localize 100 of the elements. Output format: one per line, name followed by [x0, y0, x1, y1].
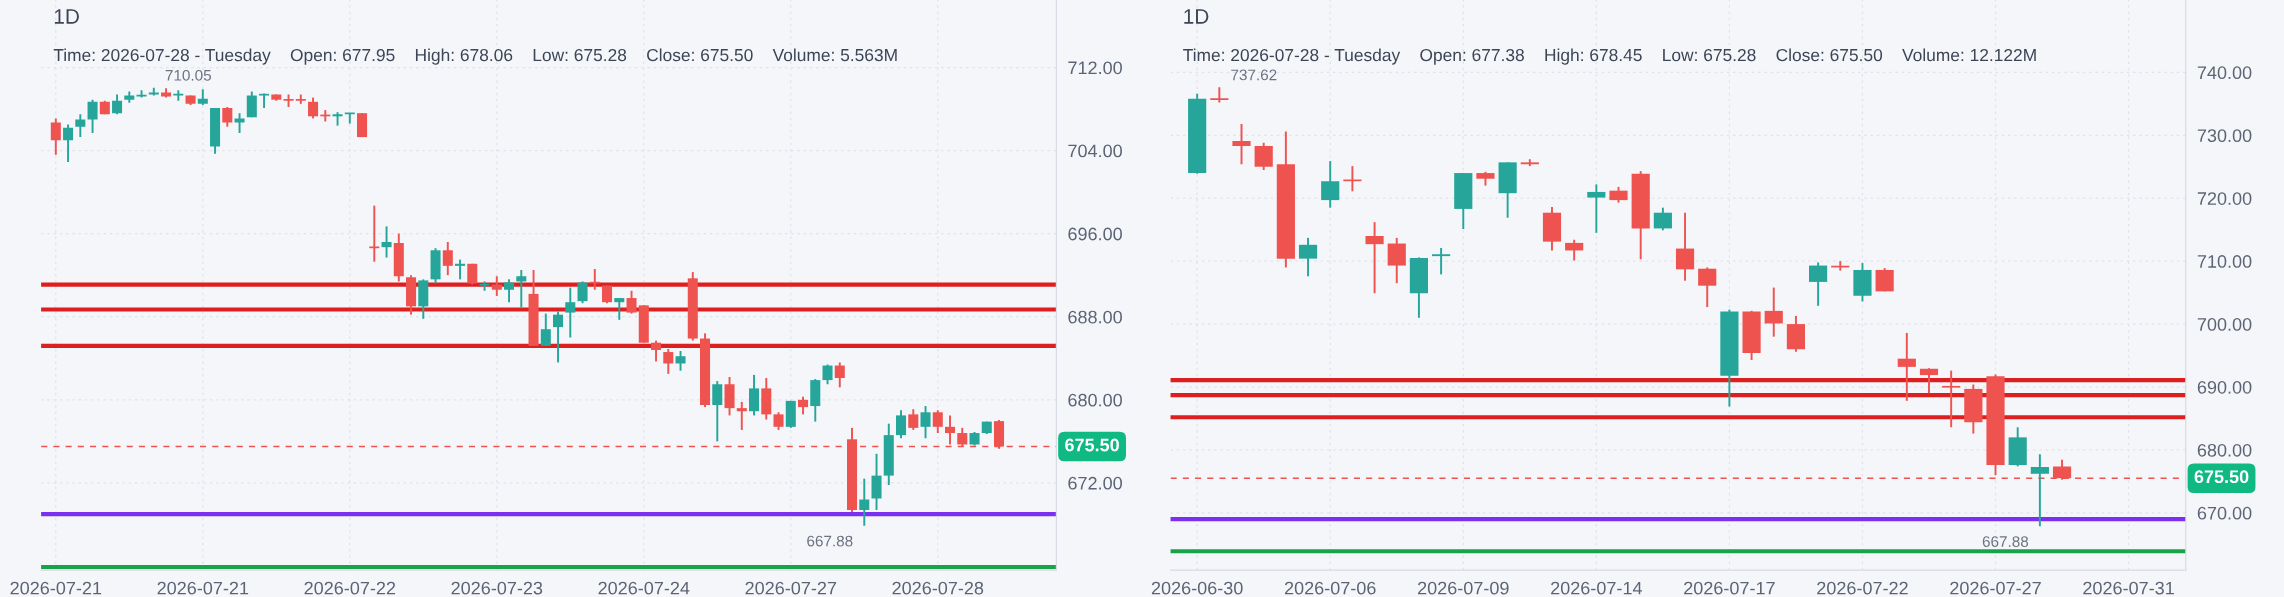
y-tick-label: 710.00 — [2197, 255, 2252, 268]
x-tick-label: 2026-07-09 — [1418, 581, 1509, 595]
x-tick-label: 2026-07-21 — [10, 581, 102, 595]
y-tick-label: 700.00 — [2197, 318, 2252, 331]
candlestick — [749, 373, 760, 417]
x-tick-label: 2026-07-22 — [1817, 581, 1908, 595]
candlestick — [1698, 266, 1717, 309]
annotation: 667.88 — [1982, 536, 2029, 547]
y-tick-label: 690.00 — [2197, 380, 2252, 394]
candlestick — [1387, 236, 1406, 285]
candlestick — [577, 280, 588, 305]
candlestick — [442, 241, 453, 277]
y-tick-label: 680.00 — [1068, 393, 1122, 407]
candlestick — [1210, 86, 1229, 104]
candlestick — [1565, 238, 1584, 262]
text: Time: 2026-07-28 - Tuesday Open: 677.38 High: 678.45 Low: 675.28 Close: 675.50 Volume: 12.122M — [1183, 48, 2036, 65]
candlestick — [222, 106, 233, 128]
candlestick — [75, 113, 86, 139]
candlestick — [932, 409, 943, 435]
candlestick — [663, 347, 674, 375]
candlestick — [908, 408, 919, 431]
candlestick — [1298, 236, 1318, 278]
candlestick — [712, 380, 723, 443]
x-tick-label: 2026-07-17 — [1684, 581, 1775, 595]
y-tick-label: 696.00 — [1068, 227, 1122, 241]
candlestick — [822, 363, 833, 386]
y-tick-label: 720.00 — [2197, 192, 2252, 205]
annotation: 737.62 — [1231, 69, 1277, 81]
candlestick — [516, 269, 527, 309]
candlestick — [920, 405, 931, 440]
candlestick — [259, 92, 270, 109]
candlestick — [332, 111, 343, 127]
candlestick — [234, 112, 245, 134]
candlestick — [50, 117, 61, 156]
candlestick — [381, 225, 392, 259]
candlestick — [1587, 183, 1606, 234]
x-tick-label: 2026-07-14 — [1551, 581, 1642, 595]
candlestick — [651, 339, 662, 363]
candlestick — [1942, 369, 1961, 429]
y-tick-label: 672.00 — [1068, 476, 1122, 490]
candlestick — [589, 268, 600, 291]
candlestick — [871, 452, 882, 511]
ref-line-label: 675.50 — [2194, 470, 2249, 484]
annotation: 710.05 — [165, 69, 212, 81]
chart-title: 1D — [54, 9, 79, 24]
candlestick — [1897, 331, 1916, 402]
candlestick — [724, 376, 735, 417]
candlestick — [834, 361, 845, 389]
x-tick-label: 2026-07-23 — [451, 581, 543, 595]
y-tick-label: 712.00 — [1068, 61, 1122, 75]
x-tick-label: 2026-07-06 — [1284, 581, 1376, 595]
candlestick — [1432, 246, 1451, 276]
candlestick — [112, 93, 123, 116]
candlestick — [1675, 211, 1695, 282]
candlestick — [1809, 261, 1828, 307]
candlestick — [565, 286, 576, 339]
candlestick — [1254, 141, 1273, 171]
x-tick-label: 2026-07-22 — [304, 581, 396, 595]
candlestick — [540, 312, 551, 347]
x-tick-label: 2026-07-31 — [2083, 581, 2174, 595]
candlestick — [626, 289, 637, 315]
candlestick — [859, 477, 870, 527]
x-tick-label: 2026-07-28 — [892, 581, 984, 595]
chart-title: 1D — [1184, 9, 1209, 24]
candlestick — [308, 96, 319, 120]
candlestick — [2030, 453, 2049, 528]
candlestick — [1764, 286, 1783, 338]
y-tick-label: 670.00 — [2197, 506, 2252, 520]
y-tick-label: 680.00 — [2197, 443, 2252, 457]
text: Time: 2026-07-28 - Tuesday Open: 677.95 High: 678.06 Low: 675.28 Close: 675.50 Volume: 5.563M — [53, 48, 897, 65]
candlestick — [504, 278, 515, 304]
candlestick — [614, 297, 625, 321]
candlestick — [896, 409, 907, 440]
candlestick — [736, 400, 747, 431]
candlestick — [1653, 206, 1672, 232]
candlestick — [173, 89, 184, 102]
candlestick — [553, 310, 564, 364]
x-tick-label: 2026-07-27 — [745, 581, 837, 595]
candlestick — [945, 414, 956, 446]
candlestick — [1919, 367, 1939, 395]
candlestick — [1232, 123, 1251, 166]
y-tick-label: 730.00 — [2197, 129, 2252, 143]
candlestick — [455, 258, 466, 281]
candlestick — [369, 204, 380, 263]
candlestick — [1321, 160, 1340, 209]
candlestick — [87, 98, 98, 134]
annotation: 667.88 — [807, 535, 853, 547]
candlestick — [246, 90, 257, 119]
x-tick-label: 2026-06-30 — [1151, 581, 1243, 595]
ref-line-label: 675.50 — [1065, 438, 1119, 452]
y-tick-label: 740.00 — [2197, 66, 2252, 80]
x-tick-label: 2026-07-24 — [598, 581, 690, 595]
candlestick — [63, 123, 74, 163]
x-tick-label: 2026-07-21 — [157, 581, 249, 595]
y-tick-label: 704.00 — [1068, 144, 1122, 158]
candlestick — [675, 350, 686, 372]
candlestick — [1365, 221, 1384, 295]
y-tick-label: 688.00 — [1068, 310, 1122, 324]
candlestick — [491, 275, 502, 297]
x-tick-label: 2026-07-27 — [1950, 581, 2041, 595]
